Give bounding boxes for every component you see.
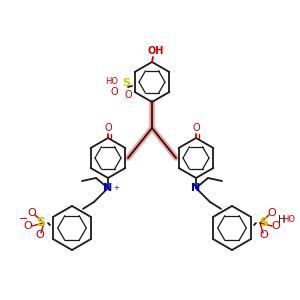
Text: S: S xyxy=(259,217,268,230)
Text: O: O xyxy=(124,90,132,100)
Text: O: O xyxy=(110,87,118,97)
Text: H: H xyxy=(278,215,285,225)
Text: O: O xyxy=(104,123,112,133)
Text: O: O xyxy=(192,123,200,133)
Text: O: O xyxy=(268,208,276,218)
Text: HO: HO xyxy=(105,77,118,86)
Text: O: O xyxy=(260,230,268,240)
Text: O: O xyxy=(24,221,32,231)
Text: HO: HO xyxy=(282,215,295,224)
Text: O: O xyxy=(272,221,280,231)
Text: S: S xyxy=(36,217,45,230)
Text: +: + xyxy=(113,185,119,191)
Text: O: O xyxy=(28,208,36,218)
Text: O: O xyxy=(36,230,44,240)
Text: OH: OH xyxy=(148,46,164,56)
Text: −: − xyxy=(19,214,29,224)
Text: N: N xyxy=(191,183,201,193)
Text: N: N xyxy=(103,183,112,193)
Text: S: S xyxy=(122,78,130,88)
